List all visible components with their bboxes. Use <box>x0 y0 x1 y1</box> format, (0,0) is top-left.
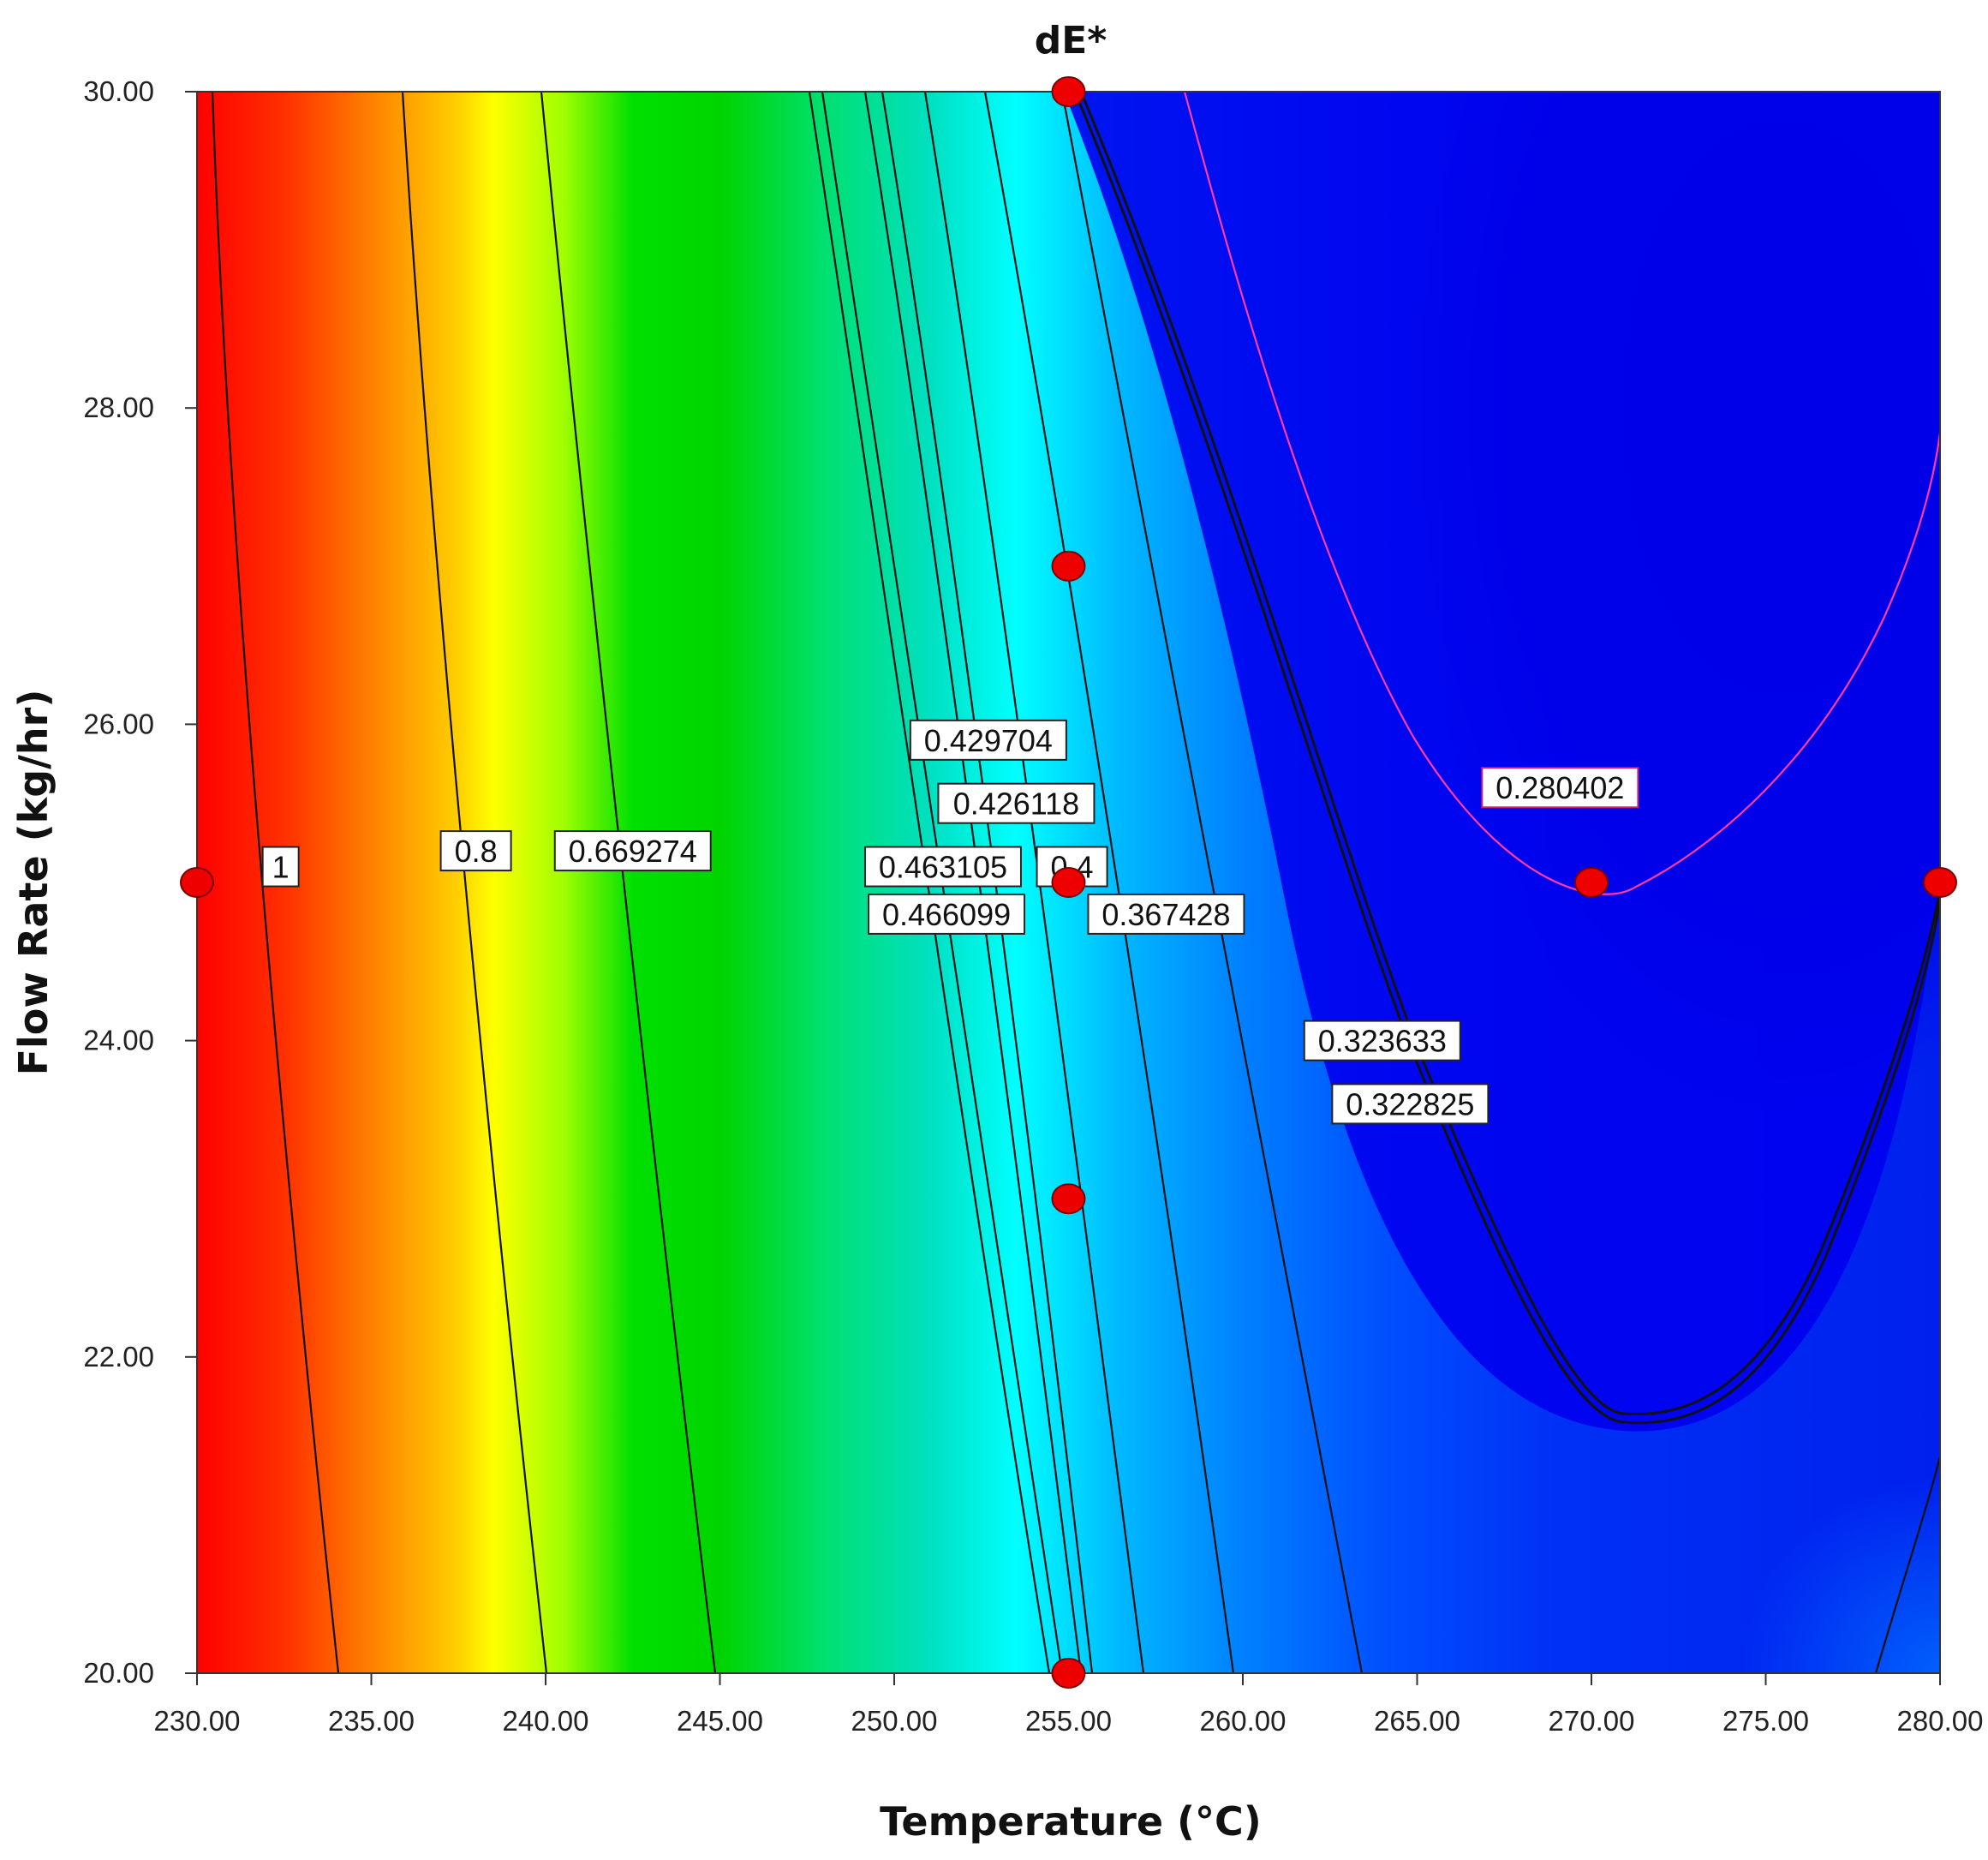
design-point <box>180 867 214 898</box>
design-points <box>180 76 1957 1689</box>
x-tick-label: 235.00 <box>328 1705 415 1737</box>
contour-label-text: 0.426118 <box>953 786 1079 822</box>
x-tick-label: 275.00 <box>1722 1705 1809 1737</box>
design-point <box>1051 1183 1086 1215</box>
x-tick-label: 270.00 <box>1549 1705 1635 1737</box>
contour-line <box>1060 92 1364 1673</box>
contour-label: 0.426118 <box>937 782 1095 824</box>
y-tick-label: 28.00 <box>83 392 154 423</box>
contour-label-box <box>1481 767 1639 809</box>
contour-line <box>863 92 1083 1673</box>
x-tick-label: 255.00 <box>1025 1705 1112 1737</box>
contour-line <box>401 92 548 1673</box>
contour-label-text: 0.367428 <box>1101 897 1230 932</box>
contour-label: 0.463105 <box>863 846 1022 888</box>
contour-label-text: 0.669274 <box>569 834 697 869</box>
x-tick-label: 250.00 <box>851 1705 938 1737</box>
contour-line-minimum <box>1183 92 1940 895</box>
contour-lines <box>211 92 1940 1673</box>
contour-label-text: 0.322825 <box>1346 1086 1474 1121</box>
contour-label: 0.280402 <box>1481 767 1639 809</box>
y-axis: 20.00 22.00 24.00 26.00 28.00 30.00 <box>83 75 197 1689</box>
contour-line <box>1874 1456 1940 1673</box>
contour-label-text: 0.466099 <box>882 897 1011 932</box>
x-tick-label: 245.00 <box>677 1705 763 1737</box>
contour-label-text: 0.8 <box>455 834 498 869</box>
contour-label-box <box>1303 1020 1461 1062</box>
contour-label: 0.367428 <box>1087 893 1245 935</box>
contour-line <box>881 92 1094 1673</box>
contour-line <box>808 92 1051 1673</box>
contour-label-box <box>868 893 1026 935</box>
design-point <box>1051 1658 1086 1689</box>
contour-label: 1 <box>261 846 300 888</box>
y-tick-label: 22.00 <box>83 1341 154 1373</box>
contour-label-text: 1 <box>272 850 290 885</box>
contour-line <box>1073 92 1940 1425</box>
contour-label: 0.466099 <box>868 893 1026 935</box>
contour-line <box>1079 92 1940 1415</box>
contour-label: 0.322825 <box>1331 1083 1490 1125</box>
x-tick-label: 265.00 <box>1374 1705 1460 1737</box>
contour-line <box>211 92 340 1673</box>
contour-label-box <box>863 846 1022 888</box>
x-tick-label: 260.00 <box>1200 1705 1287 1737</box>
x-tick-label: 230.00 <box>154 1705 241 1737</box>
contour-label-box <box>439 830 512 872</box>
x-tick-label: 280.00 <box>1897 1705 1984 1737</box>
y-tick-label: 30.00 <box>83 75 154 107</box>
x-tick-label: 240.00 <box>503 1705 589 1737</box>
contour-label: 0.669274 <box>553 830 712 872</box>
contour-label: 0.8 <box>439 830 512 872</box>
plot-area <box>197 92 1940 1673</box>
x-axis-title: Temperature (°C) <box>880 1798 1262 1845</box>
contour-label: 0.323633 <box>1303 1020 1461 1062</box>
contour-label-box <box>937 782 1095 824</box>
contour-label-text: 0.429704 <box>924 723 1053 758</box>
y-axis-title: Flow Rate (kg/hr) <box>10 690 57 1076</box>
contour-label-text: 0.280402 <box>1495 770 1624 805</box>
contour-label-box <box>553 830 712 872</box>
corner-shading <box>1370 1114 1940 1673</box>
contour-label-box <box>261 846 300 888</box>
contour-line <box>540 92 717 1673</box>
contour-label-text: 0.323633 <box>1318 1024 1447 1059</box>
contour-line <box>923 92 1145 1673</box>
chart-title: dE* <box>1035 19 1107 63</box>
y-tick-label: 24.00 <box>83 1025 154 1056</box>
y-tick-label: 20.00 <box>83 1657 154 1689</box>
contour-line <box>983 92 1235 1673</box>
design-point <box>1051 867 1086 898</box>
contour-label-box <box>1087 893 1245 935</box>
contour-label-box <box>909 719 1067 761</box>
y-tick-label: 26.00 <box>83 708 154 739</box>
design-point <box>1051 550 1086 582</box>
design-point <box>1574 867 1609 898</box>
contour-label-text: 0.463105 <box>879 850 1007 885</box>
contour-label-box <box>1331 1083 1490 1125</box>
design-point <box>1051 76 1086 107</box>
x-axis: 230.00 235.00 240.00 245.00 250.00 255.00 260.… <box>154 1673 1984 1737</box>
design-point <box>1923 867 1957 898</box>
contour-label: 0.429704 <box>909 719 1067 761</box>
